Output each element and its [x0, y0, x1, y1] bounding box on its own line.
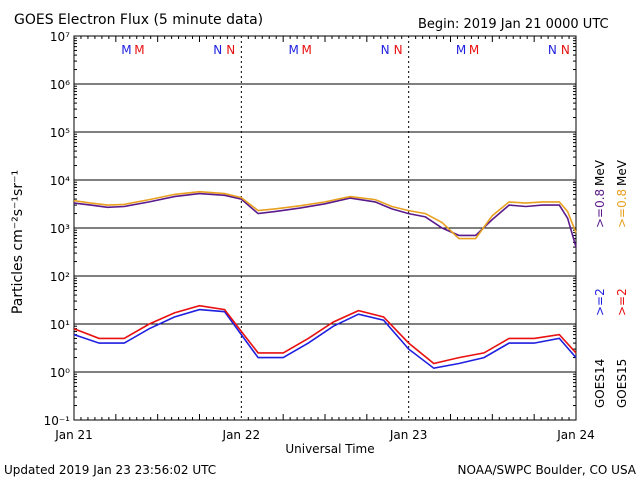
- legend-high-14: >=0.8: [593, 189, 607, 228]
- y-tick-label: 10⁴: [50, 174, 70, 188]
- y-tick-label: 10⁶: [50, 78, 70, 92]
- y-axis: 10⁻¹ 10⁰ 10¹ 10² 10³ 10⁴ 10⁵ 10⁶ 10⁷: [44, 30, 576, 428]
- y-axis-label: Particles cm⁻²s⁻¹sr⁻¹: [10, 170, 26, 314]
- x-tick-label: Jan 21: [54, 428, 93, 442]
- legend-low-15: >=2: [615, 288, 629, 316]
- chart-title: GOES Electron Flux (5 minute data): [14, 12, 263, 28]
- mn-marker: N: [394, 43, 403, 57]
- mn-marker: M: [469, 43, 479, 57]
- y-tick-label: 10¹: [50, 318, 70, 332]
- right-legend: GOES14 GOES15 >=2 >=2 >=0.8 >=0.8 MeV Me…: [593, 159, 629, 408]
- mn-marker: N: [226, 43, 235, 57]
- mn-marker: N: [548, 43, 557, 57]
- mn-marker: N: [213, 43, 222, 57]
- x-tick-label: Jan 22: [222, 428, 261, 442]
- series-group: [73, 190, 577, 370]
- y-tick-label: 10³: [50, 222, 70, 236]
- mn-marker: M: [289, 43, 299, 57]
- legend-goes14: GOES14: [593, 359, 607, 408]
- mn-marker: M: [456, 43, 466, 57]
- series-line: [73, 190, 577, 240]
- mn-marker: M: [121, 43, 131, 57]
- legend-high-15: >=0.8: [615, 189, 629, 228]
- series-line: [73, 308, 577, 370]
- mn-marker: N: [561, 43, 570, 57]
- x-axis-label: Universal Time: [285, 442, 374, 456]
- y-tick-label: 10⁵: [50, 126, 70, 140]
- x-tick-label: Jan 23: [389, 428, 428, 442]
- plot-frame: [73, 35, 577, 421]
- y-tick-label: 10⁷: [50, 30, 70, 44]
- mn-marker: N: [381, 43, 390, 57]
- y-tick-label: 10⁻¹: [44, 414, 71, 428]
- legend-low-14: >=2: [593, 288, 607, 316]
- credit-text: NOAA/SWPC Boulder, CO USA: [458, 463, 637, 477]
- mn-marker: M: [302, 43, 312, 57]
- series-line: [73, 192, 577, 248]
- updated-timestamp: Updated 2019 Jan 23 23:56:02 UTC: [4, 463, 216, 477]
- legend-unit-15: MeV: [615, 159, 629, 186]
- begin-date: Begin: 2019 Jan 21 0000 UTC: [418, 17, 609, 32]
- legend-unit-14: MeV: [593, 159, 607, 186]
- series-line: [73, 304, 577, 365]
- x-axis: Jan 21 Jan 22 Jan 23 Jan 24: [54, 36, 595, 442]
- legend-goes15: GOES15: [615, 359, 629, 408]
- y-tick-label: 10⁰: [50, 366, 70, 380]
- x-tick-label: Jan 24: [556, 428, 595, 442]
- y-tick-label: 10²: [50, 270, 70, 284]
- mn-marker: M: [134, 43, 144, 57]
